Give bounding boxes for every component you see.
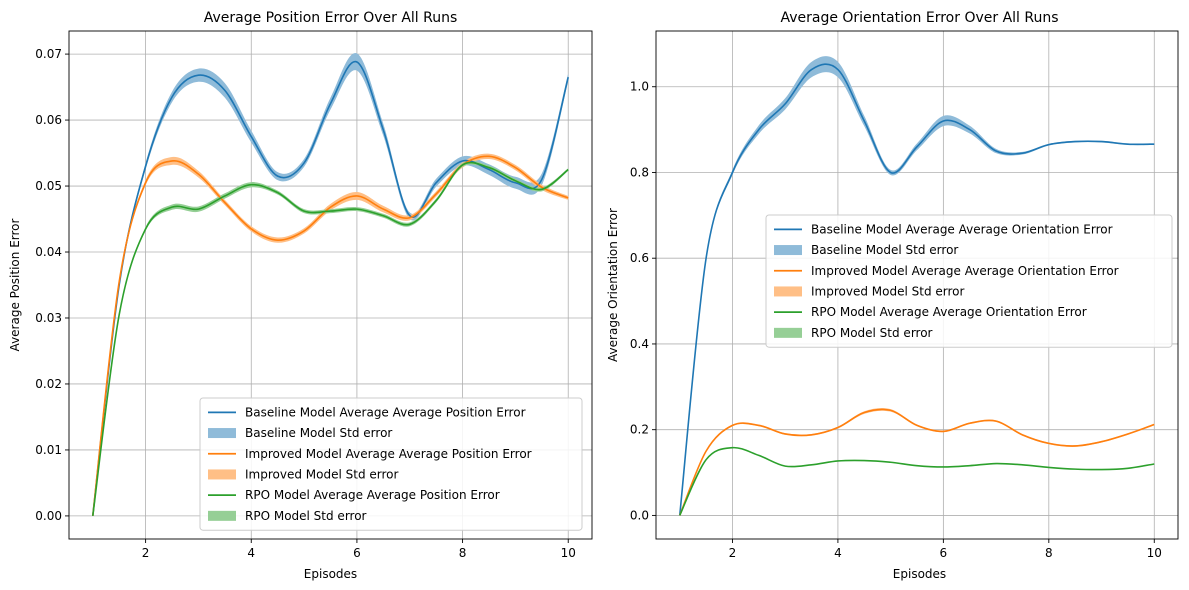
legend-label: Baseline Model Average Average Orientati… <box>811 222 1113 236</box>
legend: Baseline Model Average Average Orientati… <box>766 215 1172 347</box>
y-tick-label: 0.4 <box>630 337 649 351</box>
legend-label: RPO Model Average Average Orientation Er… <box>811 305 1087 319</box>
y-tick-label: 0.0 <box>630 508 649 522</box>
x-tick-label: 10 <box>561 546 576 560</box>
legend-band-swatch <box>774 245 802 255</box>
legend-band-swatch <box>774 328 802 338</box>
x-tick-label: 6 <box>353 546 361 560</box>
y-axis-label: Average Orientation Error <box>606 208 620 362</box>
y-tick-label: 0.04 <box>35 245 62 259</box>
chart-title: Average Position Error Over All Runs <box>204 10 458 26</box>
y-tick-label: 0.03 <box>35 311 62 325</box>
x-tick-label: 8 <box>459 546 467 560</box>
x-tick-label: 4 <box>834 546 842 560</box>
y-tick-label: 0.8 <box>630 165 649 179</box>
y-tick-label: 0.05 <box>35 179 62 193</box>
y-axis-label: Average Position Error <box>8 219 22 352</box>
x-tick-label: 10 <box>1147 546 1162 560</box>
y-tick-label: 0.00 <box>35 509 62 523</box>
x-axis-label: Episodes <box>304 567 357 581</box>
series-line <box>680 448 1155 516</box>
std-error-band <box>680 447 1155 515</box>
y-tick-label: 0.06 <box>35 113 62 127</box>
x-tick-label: 2 <box>142 546 150 560</box>
x-tick-label: 2 <box>729 546 737 560</box>
plot-area: 2 4 6 8 10 0.00 0.01 0.02 0.03 0.04 0.05 0.06 0.07 Ba… <box>35 31 592 560</box>
y-tick-label: 1.0 <box>630 80 649 94</box>
legend-label: Baseline Model Std error <box>245 426 392 440</box>
legend-label: Baseline Model Average Average Position … <box>245 405 526 419</box>
legend-label: RPO Model Std error <box>811 326 933 340</box>
legend-band-swatch <box>774 286 802 296</box>
x-tick-label: 8 <box>1045 546 1053 560</box>
y-tick-label: 0.2 <box>630 423 649 437</box>
y-tick-label: 0.01 <box>35 443 62 457</box>
plot-area: 2 4 6 8 10 0.0 0.2 0.4 0.6 0.8 1.0 Baseline Model A… <box>630 31 1178 560</box>
x-tick-label: 6 <box>940 546 948 560</box>
position-error-chart: Average Position Error Over All Runs Epi… <box>8 10 592 581</box>
legend-label: Improved Model Std error <box>811 284 964 298</box>
y-tick-label: 0.07 <box>35 47 62 61</box>
y-tick-label: 0.02 <box>35 377 62 391</box>
legend-label: RPO Model Average Average Position Error <box>245 488 500 502</box>
legend-label: Improved Model Average Average Position … <box>245 447 532 461</box>
legend-label: Baseline Model Std error <box>811 243 958 257</box>
legend-label: Improved Model Average Average Orientati… <box>811 264 1119 278</box>
x-tick-label: 4 <box>247 546 255 560</box>
legend-band-swatch <box>208 469 236 479</box>
chart-title: Average Orientation Error Over All Runs <box>780 10 1058 26</box>
legend-band-swatch <box>208 428 236 438</box>
series-line <box>680 409 1155 515</box>
y-tick-label: 0.6 <box>630 251 649 265</box>
legend-band-swatch <box>208 511 236 521</box>
legend-label: RPO Model Std error <box>245 509 367 523</box>
legend-label: Improved Model Std error <box>245 467 398 481</box>
orientation-error-chart: Average Orientation Error Over All Runs … <box>606 10 1178 581</box>
x-axis-label: Episodes <box>893 567 946 581</box>
legend: Baseline Model Average Average Position … <box>200 398 582 530</box>
